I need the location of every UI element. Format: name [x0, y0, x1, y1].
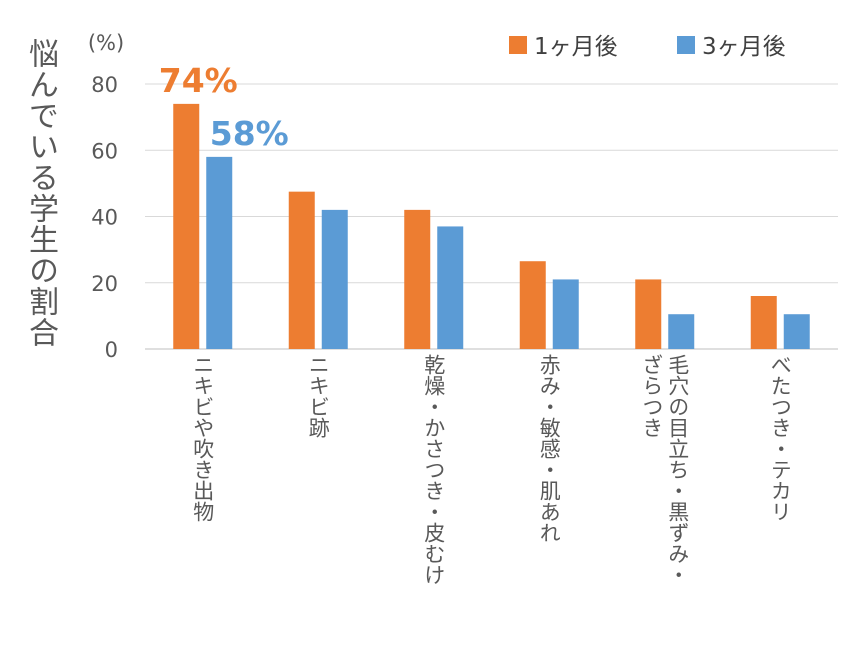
bar-2-5	[668, 314, 695, 349]
x-tick-label: 赤み・敏感・肌あれ	[537, 354, 562, 543]
bar-1-4	[519, 261, 546, 349]
x-tick-label: ニキビや吹き出物	[190, 354, 215, 522]
bar-2-3	[437, 226, 464, 349]
legend-swatch	[677, 36, 695, 54]
bar-1-3	[404, 209, 431, 349]
bar-2-6	[783, 314, 810, 349]
bars	[173, 103, 810, 349]
bar-1-5	[635, 279, 662, 349]
bar-1-2	[288, 191, 315, 349]
legend-swatch	[509, 36, 527, 54]
legend: 1ヶ月後 3ヶ月後	[509, 34, 786, 60]
legend-label: 1ヶ月後	[534, 34, 618, 60]
y-tick-label: 60	[91, 139, 118, 163]
annotations: 74%58%	[159, 61, 289, 153]
x-tick-label: 毛穴の目立ち・黒ずみ・	[665, 354, 690, 585]
annotation-label: 74%	[159, 61, 238, 100]
bar-1-1	[173, 103, 200, 349]
y-tick-labels: 0 20 40 60 80	[91, 73, 118, 362]
y-axis-title: 悩んでいる学生の割合	[23, 38, 58, 348]
y-tick-label: 40	[91, 206, 118, 230]
y-tick-label: 0	[105, 338, 118, 362]
y-tick-label: 80	[91, 73, 118, 97]
bar-2-4	[552, 279, 579, 349]
x-tick-label: ニキビ跡	[306, 354, 331, 438]
x-tick-label: ざらつき	[639, 354, 664, 438]
x-tick-label: 乾燥・かさつき・皮むけ	[421, 354, 446, 585]
bar-2-1	[206, 156, 233, 349]
x-tick-label: べたつき・テカリ	[768, 354, 793, 522]
legend-label: 3ヶ月後	[702, 34, 786, 60]
bar-1-6	[750, 296, 777, 349]
y-unit-label: (%)	[88, 31, 124, 55]
gridlines	[145, 83, 838, 350]
y-tick-label: 20	[91, 272, 118, 296]
annotation-label: 58%	[210, 114, 289, 153]
bar-2-2	[321, 209, 348, 349]
